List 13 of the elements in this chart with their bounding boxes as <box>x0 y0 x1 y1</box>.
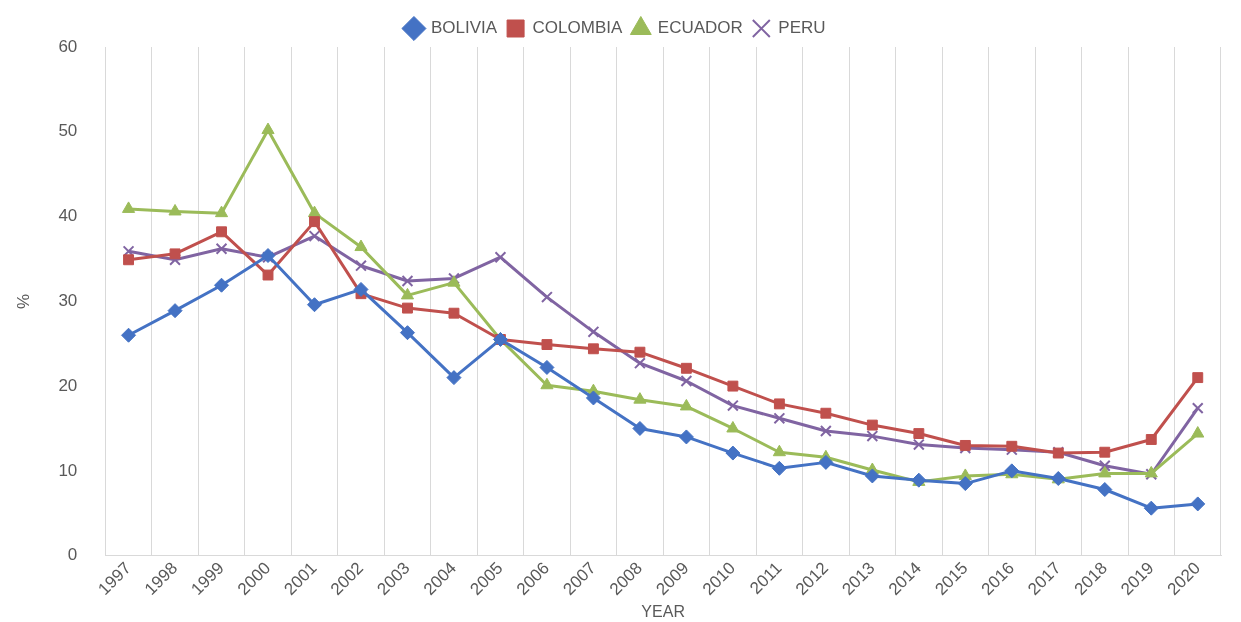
y-tick-label: 60 <box>58 36 78 56</box>
legend-label: COLOMBIA <box>532 18 623 38</box>
y-tick-label: 50 <box>58 121 78 141</box>
y-axis-title: % <box>13 293 33 309</box>
y-tick-label: 10 <box>58 460 78 480</box>
legend-label: ECUADOR <box>657 18 743 38</box>
y-tick-label: 20 <box>58 375 78 395</box>
legend-label: BOLIVIA <box>430 18 498 38</box>
legend-label: PERU <box>778 18 826 38</box>
x-axis-title: YEAR <box>641 602 685 620</box>
y-tick-label: 0 <box>67 545 78 565</box>
y-tick-label: 30 <box>58 291 78 310</box>
y-tick-label: 40 <box>58 206 78 226</box>
